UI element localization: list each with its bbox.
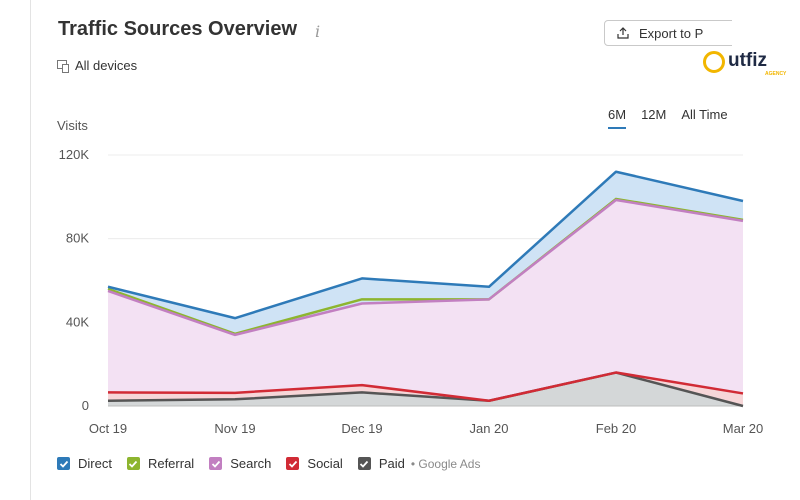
social-line: [107, 371, 744, 403]
legend-label-direct: Direct: [78, 456, 112, 471]
search-checkbox[interactable]: [209, 457, 223, 470]
legend-label-paid: Paid: [378, 456, 405, 471]
legend-item-paid[interactable]: Paid • Google Ads: [357, 456, 481, 471]
legend-paid-note: • Google Ads: [410, 456, 481, 471]
y-tick-label: 120K: [59, 147, 90, 162]
legend: Direct Referral Search Social Paid • Goo…: [57, 456, 495, 471]
y-axis-label: Visits: [57, 118, 88, 133]
x-tick-label: Oct 19: [89, 421, 127, 436]
traffic-area-chart: 0 40K 80K 120K Oct 19 Nov 19 Dec 19 Jan 20 Feb 2…: [59, 147, 764, 436]
direct-line: [107, 170, 744, 320]
left-divider: [30, 0, 31, 500]
range-12m[interactable]: 12M: [641, 107, 667, 122]
export-button-container: Export to P: [604, 20, 732, 48]
x-tick-label: Jan 20: [469, 421, 508, 436]
legend-item-search[interactable]: Search: [209, 456, 271, 471]
y-tick-label: 40K: [66, 314, 89, 329]
time-range-tabs: 6M 12M All Time: [608, 107, 728, 129]
logo-text: utfiz: [728, 50, 768, 71]
y-tick-label: 80K: [66, 231, 89, 246]
logo-subtext: AGENCY: [765, 71, 787, 77]
range-all-time[interactable]: All Time: [681, 107, 728, 122]
legend-item-social[interactable]: Social: [286, 456, 343, 471]
export-label: Export to P: [639, 25, 704, 41]
devices-selector[interactable]: All devices: [57, 58, 137, 73]
export-button[interactable]: Export to P: [604, 20, 732, 46]
search-area: [108, 199, 743, 401]
x-tick-label: Mar 20: [723, 421, 763, 436]
range-6m[interactable]: 6M: [608, 107, 627, 129]
page-title: Traffic Sources Overview: [58, 18, 298, 40]
x-tick-label: Nov 19: [214, 421, 255, 436]
direct-checkbox[interactable]: [57, 457, 70, 470]
devices-label: All devices: [75, 58, 138, 73]
referral-checkbox[interactable]: [126, 457, 140, 470]
export-icon: [617, 27, 629, 39]
legend-label-search: Search: [230, 456, 272, 471]
info-icon[interactable]: i: [315, 22, 321, 41]
legend-label-social: Social: [307, 456, 343, 471]
x-tick-label: Dec 19: [341, 421, 382, 436]
brand-logo: utfiz AGENCY: [703, 46, 787, 80]
legend-item-direct[interactable]: Direct: [57, 456, 112, 471]
paid-line: [107, 371, 744, 408]
x-tick-label: Feb 20: [596, 421, 636, 436]
search-line: [107, 198, 744, 337]
paid-checkbox[interactable]: [357, 457, 371, 470]
devices-icon: [57, 59, 69, 73]
legend-item-referral[interactable]: Referral: [126, 456, 195, 471]
y-tick-label: 0: [82, 398, 89, 413]
legend-label-referral: Referral: [147, 456, 195, 471]
direct-area: [108, 171, 743, 335]
logo-ring: [703, 51, 725, 73]
social-checkbox[interactable]: [286, 457, 300, 470]
